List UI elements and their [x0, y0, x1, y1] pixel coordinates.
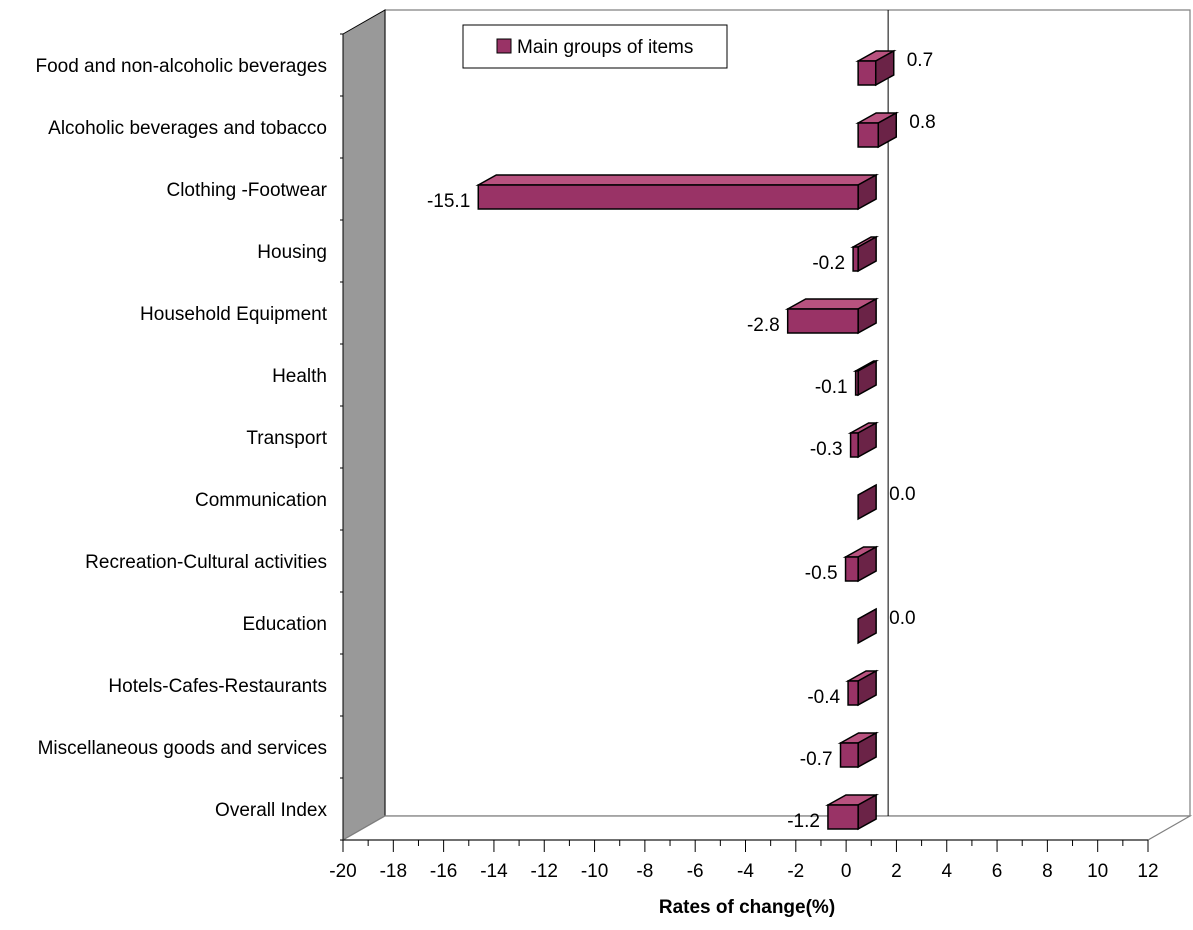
- x-tick-label: -4: [737, 861, 754, 882]
- x-tick-label: 8: [1042, 861, 1053, 882]
- category-labels: Food and non-alcoholic beverages Alcoholi…: [35, 33, 343, 841]
- bar: [847, 421, 880, 459]
- category-label: Food and non-alcoholic beverages: [35, 56, 327, 77]
- bar: [825, 793, 880, 831]
- data-label: -0.5: [805, 563, 838, 584]
- x-tick-label: -2: [787, 861, 804, 882]
- data-label: -0.1: [815, 377, 848, 398]
- data-label: 0.8: [909, 112, 935, 133]
- category-label: Clothing -Footwear: [166, 180, 327, 201]
- category-label: Housing: [257, 242, 327, 263]
- legend-label: Main groups of items: [517, 37, 693, 58]
- data-label: -0.3: [810, 439, 843, 460]
- bar-front: [827, 804, 859, 830]
- bar-front: [786, 308, 859, 334]
- x-tick-label: -16: [430, 861, 457, 882]
- data-label: 0.0: [889, 608, 915, 629]
- legend: Main groups of items: [462, 24, 728, 69]
- bar-side: [857, 483, 877, 521]
- x-tick-label: 10: [1087, 861, 1108, 882]
- category-label: Communication: [195, 490, 327, 511]
- data-label: -1.2: [787, 811, 820, 832]
- x-tick-label: -14: [480, 861, 508, 882]
- data-label: 0.7: [907, 50, 933, 71]
- category-label: Alcoholic beverages and tobacco: [48, 118, 327, 139]
- x-tick-label: -20: [329, 861, 356, 882]
- bar-front: [857, 60, 877, 86]
- bar-front: [847, 680, 859, 706]
- bar: [855, 111, 900, 149]
- bar: [857, 483, 877, 521]
- back-wall: [384, 9, 1191, 817]
- chart-walls: [340, 9, 1193, 841]
- x-tick-label: -8: [636, 861, 653, 882]
- legend-swatch: [496, 38, 512, 54]
- bar-front: [839, 742, 859, 768]
- bar-front: [477, 184, 859, 210]
- bar-front: [849, 432, 859, 458]
- x-tick-label: 4: [941, 861, 952, 882]
- bar: [855, 49, 897, 87]
- bar: [837, 731, 880, 769]
- bar-side: [857, 607, 877, 645]
- x-tick-label: 6: [992, 861, 1003, 882]
- x-tick-label: -12: [531, 861, 558, 882]
- bar: [852, 359, 880, 397]
- floor: [340, 815, 1193, 841]
- data-label: -2.8: [747, 315, 780, 336]
- x-tick-label: 12: [1137, 861, 1158, 882]
- category-label: Transport: [246, 428, 327, 449]
- x-axis: -20 -18 -16 -14 -12 -10 -8 -6 -4 -2 0 2 4 6 8 10 12: [329, 839, 1159, 882]
- bars: [475, 49, 900, 831]
- category-label: Miscellaneous goods and services: [38, 738, 327, 759]
- x-tick-label: -10: [581, 861, 608, 882]
- data-label: -15.1: [427, 191, 470, 212]
- data-label: -0.4: [807, 687, 840, 708]
- bar: [475, 173, 880, 211]
- x-tick-label: 0: [841, 861, 852, 882]
- category-label: Recreation-Cultural activities: [85, 552, 327, 573]
- bar-front: [857, 122, 879, 148]
- x-tick-label: -18: [380, 861, 407, 882]
- bar: [845, 669, 880, 707]
- bar: [850, 235, 880, 273]
- bar: [784, 297, 880, 335]
- bar-front: [844, 556, 859, 582]
- x-axis-title: Rates of change(%): [659, 897, 835, 918]
- left-wall: [342, 9, 386, 841]
- x-tick-label: -6: [687, 861, 704, 882]
- bar: [857, 607, 877, 645]
- category-label: Hotels-Cafes-Restaurants: [108, 676, 327, 697]
- data-label: -0.7: [800, 749, 833, 770]
- category-label: Household Equipment: [140, 304, 328, 325]
- bar-front: [854, 370, 859, 396]
- category-label: Education: [242, 614, 327, 635]
- bar: [842, 545, 880, 583]
- bar-top: [475, 174, 880, 186]
- data-label: -0.2: [812, 253, 845, 274]
- category-label: Overall Index: [215, 800, 327, 821]
- bar-front: [852, 246, 859, 272]
- data-labels: 0.7 0.8 -15.1 -0.2 -2.8 -0.1 -0.3 0.0 -0.5 0.0 -0.…: [427, 50, 936, 832]
- data-label: 0.0: [889, 484, 915, 505]
- category-label: Health: [272, 366, 327, 387]
- x-tick-label: 2: [891, 861, 902, 882]
